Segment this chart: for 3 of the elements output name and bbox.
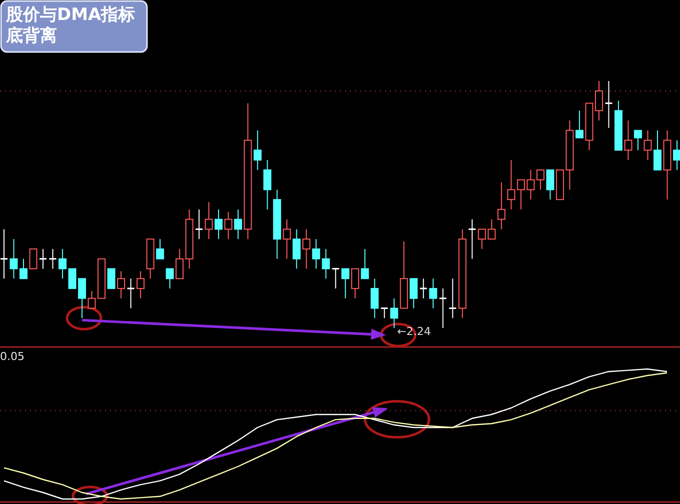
- chart-title: 股价与DMA指标底背离: [5, 5, 136, 46]
- text: 0.05: [0, 350, 24, 363]
- title: 股价与DMA指标底背离: [0, 0, 148, 53]
